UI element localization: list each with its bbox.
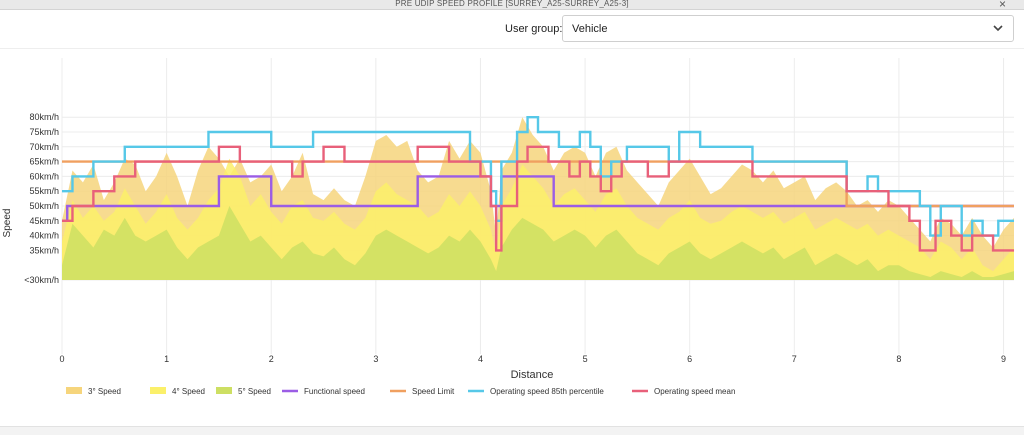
series-line-2 [62,116,1014,237]
user-group-select[interactable]: Vehicle [562,15,1014,42]
x-tick-label: 4 [478,354,483,364]
legend-label: Functional speed [304,387,365,396]
legend-item-6[interactable]: Operating speed mean [632,387,735,396]
y-tick-label: 55km/h [29,186,59,196]
chevron-down-icon [993,25,1003,32]
window-titlebar: PRE UDIP SPEED PROFILE [SURREY_A25-SURRE… [0,0,1024,11]
legend-item-5[interactable]: Operating speed 85th percentile [468,387,604,396]
chart-legend: 3° Speed 4° Speed 5° Speed Functional speed… [66,387,735,396]
user-group-value: Vehicle [572,23,608,35]
x-axis-title: Distance [511,369,554,381]
speed-profile-chart: <30km/h 35km/h 40km/h 45km/h 50km/h 55km/h 60k… [2,58,1014,396]
x-tick-label: 0 [59,354,64,364]
series-line-0 [62,175,1014,222]
y-axis-ticks: <30km/h 35km/h 40km/h 45km/h 50km/h 55km/h 60k… [24,112,59,285]
x-tick-label: 8 [896,354,901,364]
legend-item-2[interactable]: 5° Speed [216,387,271,396]
x-tick-label: 7 [792,354,797,364]
x-tick-label: 5 [583,354,588,364]
y-tick-label: 40km/h [29,231,59,241]
x-tick-label: 1 [164,354,169,364]
legend-item-1[interactable]: 4° Speed [150,387,205,396]
legend-label: 3° Speed [88,387,121,396]
legend-swatch [216,387,232,394]
close-icon[interactable]: × [998,0,1006,11]
legend-swatch [66,387,82,394]
x-tick-label: 9 [1001,354,1006,364]
y-tick-label: 50km/h [29,201,59,211]
legend-label: Operating speed 85th percentile [490,387,604,396]
legend-item-4[interactable]: Speed Limit [390,387,455,396]
legend-label: Speed Limit [412,387,455,396]
legend-item-0[interactable]: 3° Speed [66,387,121,396]
y-tick-label: 45km/h [29,216,59,226]
y-tick-label: 80km/h [29,112,59,122]
area-2 [62,206,1014,280]
legend-label: 5° Speed [238,387,271,396]
y-tick-label: 35km/h [29,245,59,255]
filter-bar: User group: Vehicle [0,10,1024,49]
window-title: PRE UDIP SPEED PROFILE [SURREY_A25-SURRE… [395,0,629,8]
chart-areas [62,117,1014,280]
y-tick-label: 75km/h [29,127,59,137]
chart-lines [62,116,1014,252]
y-axis-title: Speed [2,209,13,238]
x-tick-label: 2 [269,354,274,364]
x-axis-ticks: 0 1 2 3 4 5 6 7 8 9 [59,354,1006,364]
legend-label: Operating speed mean [654,387,735,396]
y-tick-label: 60km/h [29,171,59,181]
legend-swatch [150,387,166,394]
x-tick-label: 6 [687,354,692,364]
series-line-3 [62,145,1014,252]
user-group-label: User group: [505,23,563,35]
y-tick-label: <30km/h [24,275,59,285]
y-tick-label: 65km/h [29,157,59,167]
legend-label: 4° Speed [172,387,205,396]
y-tick-label: 70km/h [29,142,59,152]
legend-item-3[interactable]: Functional speed [282,387,365,396]
bottom-bar [0,426,1024,435]
x-tick-label: 3 [373,354,378,364]
